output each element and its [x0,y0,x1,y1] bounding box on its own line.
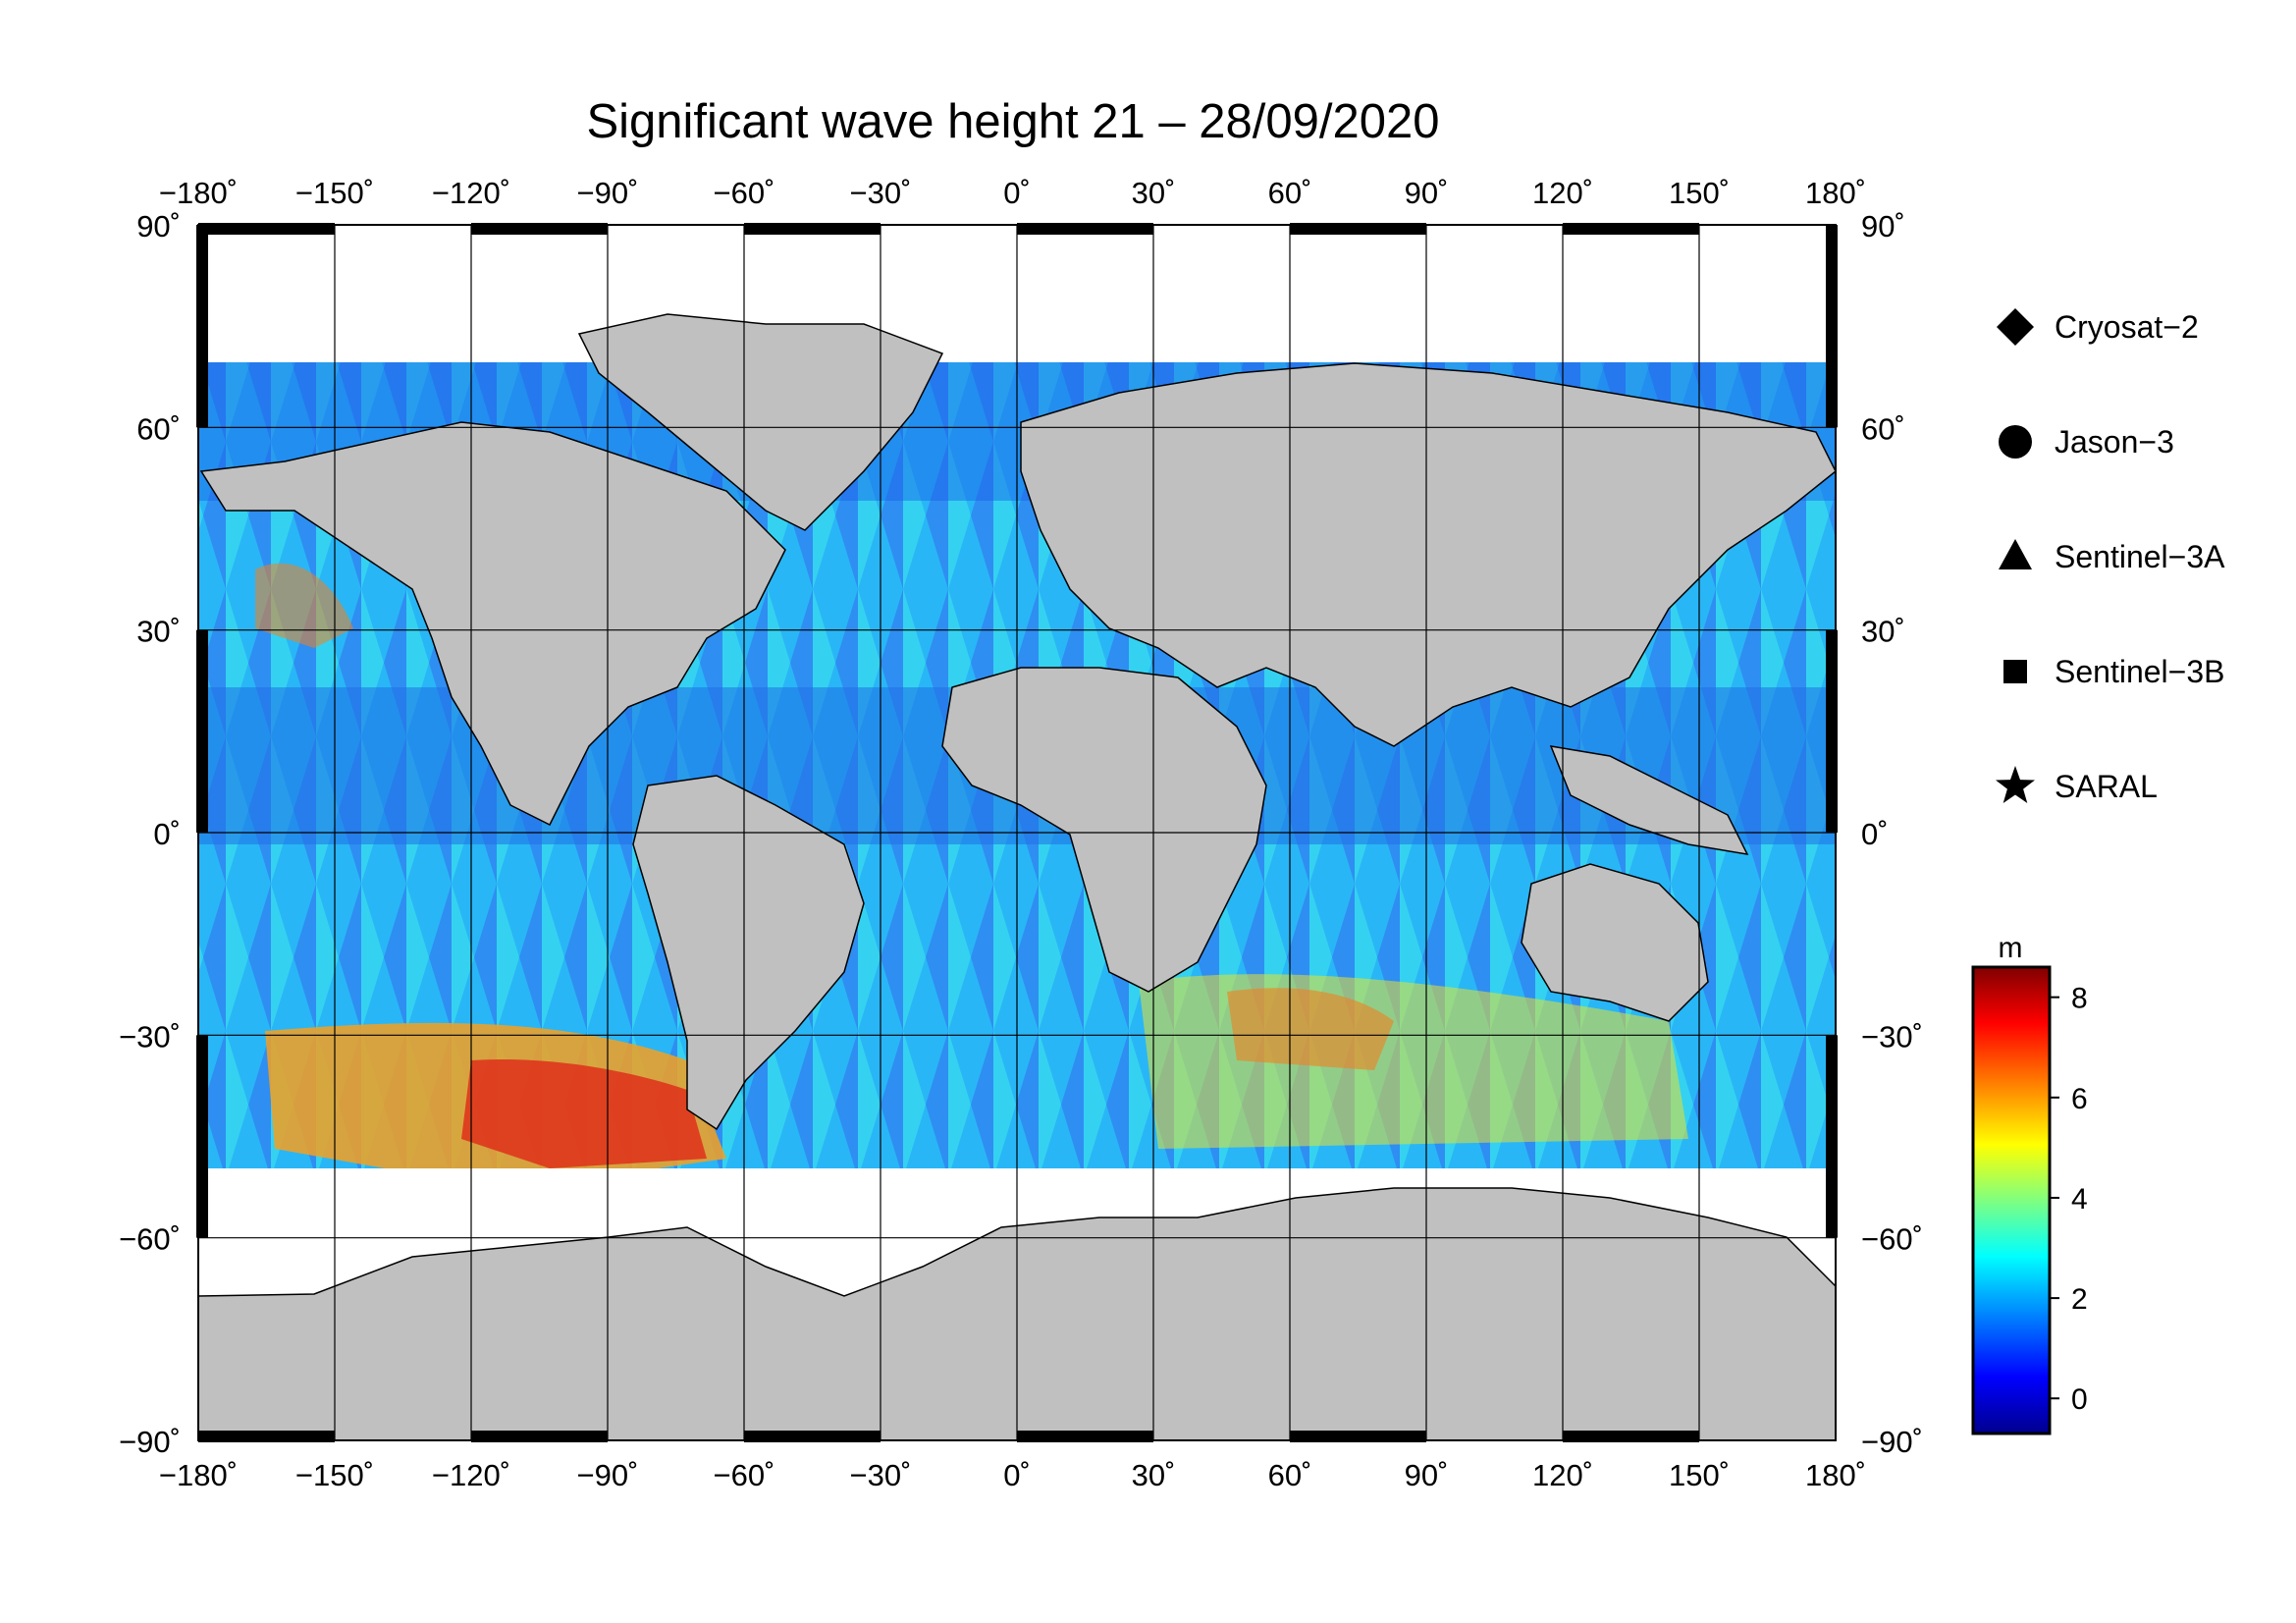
frame-bar-bottom [471,1431,608,1442]
frame-bar-left [196,629,208,833]
lon-tick-label-top: 180˚ [1805,176,1866,210]
africa [941,667,1267,993]
triangle-icon [1999,539,2032,569]
legend-label: SARAL [2055,769,2158,804]
frame-bar-left [196,225,208,428]
lon-tick-label-bottom: −60˚ [714,1458,775,1492]
lat-tick-label-right: 0˚ [1861,817,1889,851]
lon-tick-label-top: 60˚ [1268,176,1312,210]
maritime-continent [1549,745,1749,855]
frame-bar-right [1826,1035,1838,1238]
frame-bar-top [1017,223,1153,235]
lat-tick-label-right: −30˚ [1861,1019,1923,1054]
colorbar: m 0 2 4 6 8 [1971,932,2088,1435]
south-america [632,775,865,1131]
satellite-legend: Cryosat−2 Jason−3 Sentinel−3A Sentinel−3B SA… [1996,308,2225,804]
lon-tick-label-bottom: −120˚ [432,1458,510,1492]
lon-tick-label-top: 150˚ [1669,176,1730,210]
indian-ocean-peak [1227,988,1394,1070]
chart-title: Significant wave height 21 – 28/09/2020 [586,95,1439,148]
square-icon [2003,660,2027,683]
frame-bar-left [196,1035,208,1238]
legend-label: Sentinel−3B [2055,654,2224,689]
lon-tick-label-top: −60˚ [714,176,775,210]
lon-tick-label-top: −120˚ [432,176,510,210]
star-icon [1996,766,2035,803]
graticule [198,225,1836,1440]
circle-icon [1999,425,2032,459]
eurasia [1020,362,1836,747]
colorbar-tick-label: 2 [2071,1283,2088,1316]
tick-labels: −180˚ −180˚ −150˚ −150˚ −120˚ −120˚ −90˚ −90˚ −6… [119,176,1923,1492]
australia [1521,863,1709,1022]
lat-tick-label-left: 90˚ [136,209,181,243]
lat-tick-label-left: −30˚ [119,1019,181,1054]
lat-tick-label-left: 60˚ [136,411,181,446]
colorbar-tick-label: 4 [2071,1183,2088,1216]
frame-bar-top [198,223,335,235]
lon-tick-label-bottom: 30˚ [1132,1458,1176,1492]
colorbar-tick-label: 0 [2071,1383,2088,1416]
legend-label: Cryosat−2 [2055,309,2199,345]
colorbar-tick-label: 6 [2071,1083,2088,1115]
frame-bar-bottom [1290,1431,1426,1442]
lon-tick-label-top: 90˚ [1405,176,1449,210]
lon-tick-label-bottom: −150˚ [295,1458,374,1492]
lon-tick-label-bottom: 150˚ [1669,1458,1730,1492]
legend-label: Sentinel−3A [2055,539,2225,574]
frame-bar-bottom [1563,1431,1699,1442]
lat-tick-label-left: −90˚ [119,1425,181,1459]
lat-tick-label-left: 0˚ [153,817,181,851]
lat-tick-label-left: 30˚ [136,615,181,649]
north-pacific-high-waves [255,563,353,648]
greenland-arctic-canada [577,313,944,531]
lon-tick-label-bottom: 180˚ [1805,1458,1866,1492]
southern-ocean-peak [461,1059,707,1168]
lat-tick-label-right: −90˚ [1861,1425,1923,1459]
lon-tick-label-top: −30˚ [850,176,912,210]
lon-tick-label-top: −150˚ [295,176,374,210]
frame-bar-top [744,223,881,235]
diamond-icon [1997,308,2034,346]
frame-bar-right [1826,225,1838,428]
lon-tick-label-top: 30˚ [1132,176,1176,210]
lon-tick-label-bottom: 0˚ [1003,1458,1031,1492]
lat-tick-label-right: −60˚ [1861,1222,1923,1257]
frame-bar-bottom [1017,1431,1153,1442]
lon-tick-label-top: −180˚ [159,176,238,210]
lon-tick-label-bottom: 90˚ [1405,1458,1449,1492]
legend-label: Jason−3 [2055,424,2174,460]
lat-tick-label-right: 90˚ [1861,209,1905,243]
lon-tick-label-bottom: −90˚ [577,1458,639,1492]
lon-tick-label-top: 0˚ [1003,176,1031,210]
lat-tick-label-left: −60˚ [119,1222,181,1257]
map-frame-bars [196,223,1838,1442]
lat-tick-label-right: 30˚ [1861,615,1905,649]
frame-bar-top [1290,223,1426,235]
frame-bar-right [1826,629,1838,833]
lon-tick-label-top: −90˚ [577,176,639,210]
colorbar-scale [1971,965,2052,1435]
lat-tick-label-right: 60˚ [1861,411,1905,446]
lon-tick-label-bottom: 60˚ [1268,1458,1312,1492]
north-america [199,421,786,827]
lon-tick-label-bottom: 120˚ [1532,1458,1593,1492]
colorbar-unit: m [1999,932,2023,964]
colorbar-tick-label: 8 [2071,983,2088,1015]
frame-bar-bottom [198,1431,335,1442]
frame-bar-bottom [744,1431,881,1442]
frame-bar-top [1563,223,1699,235]
lon-tick-label-bottom: −180˚ [159,1458,238,1492]
frame-bar-top [471,223,608,235]
lon-tick-label-top: 120˚ [1532,176,1593,210]
lon-tick-label-bottom: −30˚ [850,1458,912,1492]
